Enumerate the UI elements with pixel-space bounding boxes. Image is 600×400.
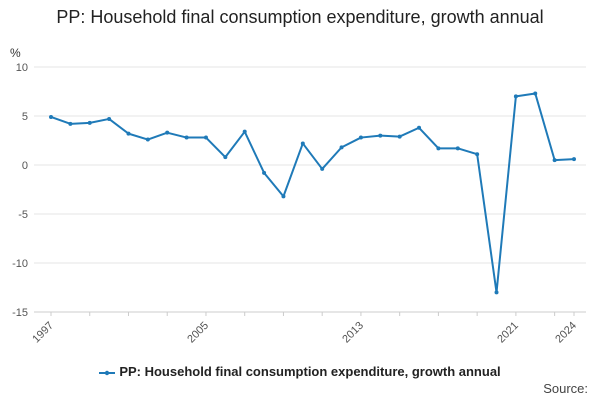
y-axis-ticks: 10 5 0 -5 -10 -15	[12, 62, 28, 319]
y-tick-label: 5	[22, 111, 28, 123]
data-point[interactable]	[475, 152, 480, 157]
chart-title: PP: Household final consumption expendit…	[56, 7, 544, 27]
data-point[interactable]	[203, 135, 208, 140]
data-point[interactable]	[572, 157, 576, 162]
data-point[interactable]	[49, 114, 53, 119]
data-point[interactable]	[126, 131, 131, 136]
source-label: Source:	[543, 381, 588, 396]
data-point[interactable]	[378, 133, 383, 138]
x-tick-label: 2024	[553, 320, 579, 346]
x-tick-label: 2021	[495, 320, 521, 346]
y-tick-label: -15	[12, 307, 28, 319]
y-tick-label: -10	[12, 258, 28, 270]
series-group	[49, 91, 576, 295]
data-point[interactable]	[533, 91, 538, 96]
data-point[interactable]	[145, 137, 150, 142]
x-axis-ticks: 1997 2005 2013 2021 2024	[30, 311, 586, 346]
y-tick-label: 10	[16, 62, 28, 74]
data-point[interactable]	[300, 141, 305, 146]
y-axis-unit-label: %	[10, 46, 21, 60]
x-tick-label: 2005	[185, 320, 211, 346]
data-point[interactable]	[494, 290, 499, 295]
data-point[interactable]	[165, 130, 170, 135]
data-point[interactable]	[320, 166, 325, 171]
grid-lines	[34, 66, 586, 313]
data-point[interactable]	[262, 170, 267, 175]
y-tick-label: 0	[22, 160, 28, 172]
legend-marker-icon	[99, 370, 116, 375]
data-point[interactable]	[552, 158, 557, 163]
data-point[interactable]	[184, 135, 189, 140]
y-tick-label: -5	[18, 209, 28, 221]
data-point[interactable]	[397, 134, 402, 139]
data-point[interactable]	[242, 129, 247, 134]
data-point[interactable]	[513, 94, 518, 99]
data-point[interactable]	[107, 116, 112, 121]
data-point[interactable]	[223, 155, 228, 160]
x-tick-label: 2013	[340, 320, 366, 346]
data-point[interactable]	[87, 120, 92, 125]
data-point[interactable]	[417, 125, 422, 130]
series-line	[50, 92, 575, 294]
data-point[interactable]	[358, 135, 363, 140]
data-point[interactable]	[436, 146, 441, 151]
data-point[interactable]	[455, 146, 460, 151]
data-point[interactable]	[339, 145, 344, 150]
legend-label: PP: Household final consumption expendit…	[119, 364, 501, 379]
legend[interactable]: PP: Household final consumption expendit…	[0, 364, 600, 379]
data-point[interactable]	[281, 194, 286, 199]
data-point[interactable]	[68, 121, 73, 126]
x-tick-label: 1997	[30, 320, 56, 346]
